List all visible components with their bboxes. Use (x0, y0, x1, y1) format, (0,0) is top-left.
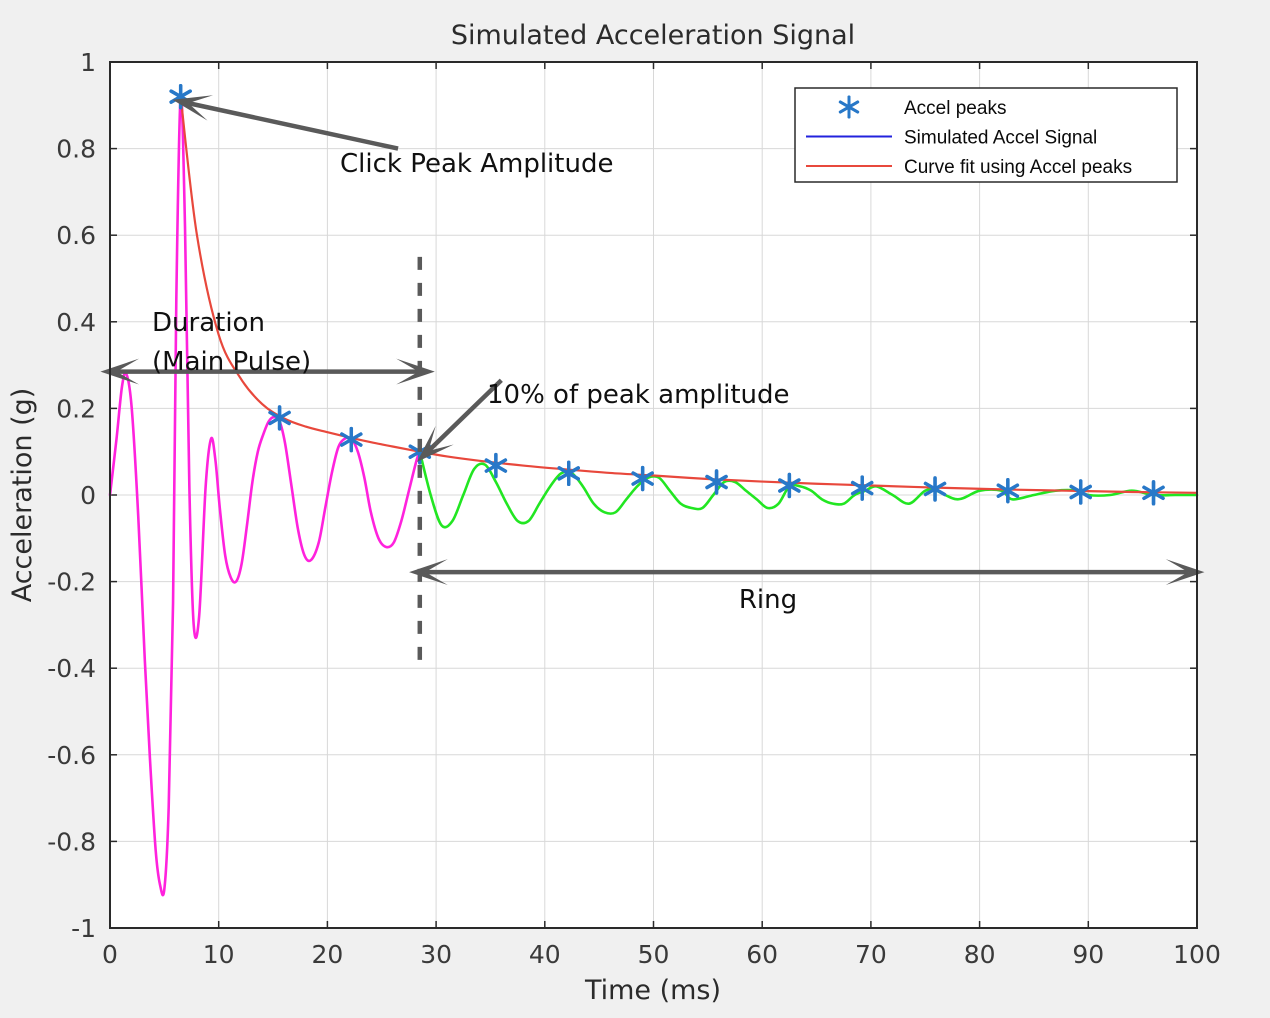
arrow-head (172, 95, 214, 121)
x-tick-label: 70 (855, 940, 887, 969)
legend-item[interactable]: Accel peaks (838, 95, 1006, 119)
x-tick-labels: 0 10 20 30 40 50 60 70 80 90 100 (102, 940, 1221, 969)
peak-marker (484, 452, 508, 479)
y-tick-label: -0.8 (47, 827, 96, 856)
peak-marker (1069, 479, 1092, 505)
peak-marker (850, 475, 874, 501)
y-axis-label: Acceleration (g) (7, 388, 38, 603)
y-tick-label: -0.2 (47, 568, 96, 597)
y-tick-labels: 1 0.8 0.6 0.4 0.2 0 -0.2 -0.4 -0.6 -0.8 -1 (47, 48, 96, 943)
x-tick-label: 60 (746, 940, 778, 969)
peak-markers-layer (169, 83, 1165, 506)
x-tick-label: 20 (311, 940, 343, 969)
y-tick-label: 1 (80, 48, 96, 77)
annotation-click-peak-amplitude: Click Peak Amplitude (172, 95, 613, 179)
y-tick-label: 0.6 (56, 221, 96, 250)
annotation-label: Click Peak Amplitude (340, 149, 613, 179)
series-line (418, 450, 1199, 529)
legend-label: Accel peaks (904, 98, 1006, 119)
arrow-head (396, 358, 435, 385)
plot-border (109, 61, 1198, 929)
peak-marker (557, 460, 580, 487)
peak-marker (1142, 480, 1165, 506)
y-tick-label: -0.6 (47, 741, 96, 770)
legend-label: Curve fit using Accel peaks (904, 157, 1132, 178)
x-tick-label: 10 (203, 940, 235, 969)
annotation-label: Duration (152, 308, 265, 338)
annotation-label: Ring (739, 585, 797, 615)
x-tick-label: 100 (1173, 940, 1221, 969)
arrow-shaft (426, 378, 503, 453)
y-tick-label: 0 (80, 481, 96, 510)
x-tick-label: 0 (102, 940, 118, 969)
legend-label: Simulated Accel Signal (904, 128, 1097, 149)
x-tick-label: 30 (420, 940, 452, 969)
annotation-ten-percent-of-peak-amplitude: 10% of peak amplitude (416, 378, 790, 463)
chart-title: Simulated Acceleration Signal (451, 20, 855, 51)
peak-marker (778, 472, 801, 499)
chart-legend[interactable]: Accel peaks Simulated Accel Signal Curve f… (794, 87, 1178, 183)
y-tick-label: -1 (71, 914, 96, 943)
x-tick-label: 40 (529, 940, 561, 969)
x-axis-label: Time (ms) (584, 975, 721, 1006)
peak-marker (268, 405, 291, 431)
x-tick-label: 80 (964, 940, 996, 969)
x-tick-label: 90 (1072, 940, 1104, 969)
annotations-layer: Click Peak Amplitude Duration (Main Pulse)… (100, 95, 1205, 669)
peak-marker (631, 465, 654, 492)
legend-item[interactable]: Curve fit using Accel peaks (806, 157, 1132, 178)
legend-asterisk-icon (838, 100, 860, 114)
annotation-label: 10% of peak amplitude (487, 380, 790, 410)
arrow-head (100, 358, 140, 385)
annotation-duration-main-pulse: Duration (Main Pulse) (100, 308, 435, 385)
arrow-head (416, 425, 454, 463)
x-tick-label: 50 (638, 940, 670, 969)
peak-marker (923, 476, 947, 502)
peak-marker (705, 469, 728, 495)
y-tick-label: 0.2 (56, 394, 96, 423)
y-tick-label: 0.4 (56, 308, 96, 337)
arrow-head (409, 559, 448, 586)
annotation-label: (Main Pulse) (152, 347, 311, 377)
y-tick-label: -0.4 (47, 654, 96, 683)
peak-marker (996, 477, 1020, 504)
legend-item[interactable]: Simulated Accel Signal (806, 128, 1097, 149)
y-tick-label: 0.8 (56, 135, 96, 164)
arrow-shaft (187, 100, 399, 151)
peak-marker (340, 426, 363, 453)
